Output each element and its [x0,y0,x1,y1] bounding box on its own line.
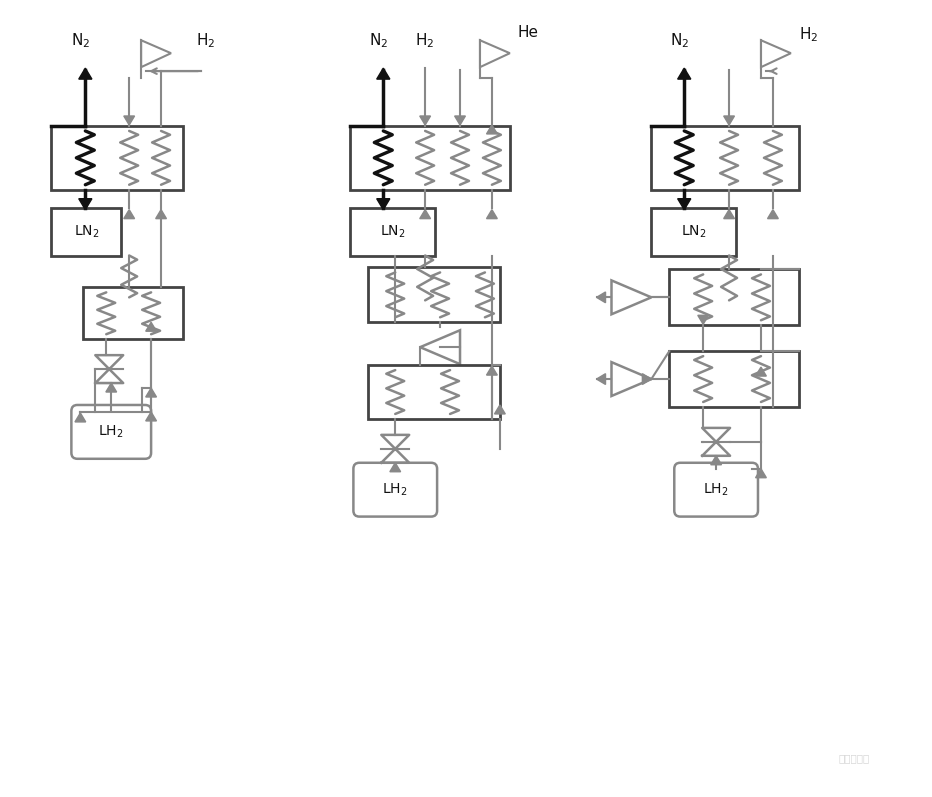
Bar [669,269,799,325]
Text: LN$_2$: LN$_2$ [380,223,405,240]
Polygon shape [145,412,157,421]
Text: LH$_2$: LH$_2$ [99,424,124,440]
Polygon shape [377,198,390,210]
Text: N$_2$: N$_2$ [71,32,90,50]
Polygon shape [124,210,134,218]
Polygon shape [419,210,431,218]
Polygon shape [79,69,92,79]
Polygon shape [698,316,708,324]
Polygon shape [678,198,691,210]
Text: H$_2$: H$_2$ [416,32,435,50]
Text: 氢能科宇馆: 氢能科宇馆 [838,752,870,763]
Polygon shape [145,388,157,397]
Bar [350,208,435,256]
Bar [83,288,183,340]
Bar [368,365,500,419]
Polygon shape [756,367,766,376]
Polygon shape [124,116,134,125]
Text: N$_2$: N$_2$ [669,32,689,50]
Polygon shape [724,116,734,125]
Polygon shape [145,322,157,332]
Bar [651,208,736,256]
Polygon shape [487,125,498,134]
Polygon shape [156,210,167,218]
Polygon shape [678,69,691,79]
Text: LN$_2$: LN$_2$ [681,223,706,240]
Text: LN$_2$: LN$_2$ [74,223,99,240]
Bar [368,268,500,322]
Bar [51,208,121,256]
Polygon shape [390,463,401,472]
Polygon shape [711,456,721,465]
Polygon shape [596,292,606,303]
Polygon shape [75,413,86,422]
Text: N$_2$: N$_2$ [369,32,388,50]
Text: LH$_2$: LH$_2$ [704,481,729,498]
Text: He: He [518,26,539,41]
Polygon shape [487,210,498,218]
Text: LH$_2$: LH$_2$ [382,481,408,498]
Polygon shape [596,374,606,384]
Polygon shape [756,469,766,477]
Polygon shape [419,116,431,125]
Text: H$_2$: H$_2$ [799,26,818,45]
Bar [651,126,799,190]
Polygon shape [106,383,116,392]
Polygon shape [495,405,505,414]
Polygon shape [79,198,92,210]
Bar [51,126,183,190]
Polygon shape [642,374,651,384]
Polygon shape [487,366,498,375]
Bar [669,351,799,407]
Polygon shape [455,116,465,125]
Polygon shape [377,69,390,79]
Polygon shape [724,210,734,218]
Bar [350,126,510,190]
Polygon shape [768,210,778,218]
Text: H$_2$: H$_2$ [196,32,215,50]
